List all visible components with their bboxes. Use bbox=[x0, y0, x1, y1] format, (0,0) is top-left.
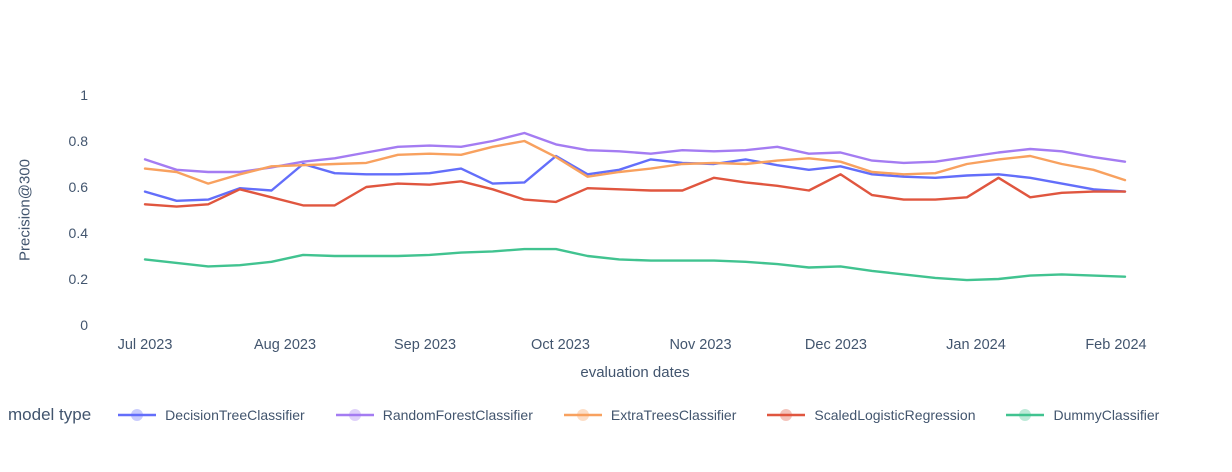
chart-svg: 0 0.2 0.4 0.6 0.8 1 Jul 2023 Aug 2023 Sep 2023 Oc… bbox=[69, 87, 1147, 353]
series-line-ExtraTreesClassifier[interactable] bbox=[143, 139, 1127, 185]
x-tick-label: Feb 2024 bbox=[1085, 337, 1146, 353]
x-tick-label: Sep 2023 bbox=[394, 337, 456, 353]
x-tick-label: Aug 2023 bbox=[254, 337, 316, 353]
x-tick-label: Dec 2023 bbox=[805, 337, 867, 353]
y-tick-label: 0.6 bbox=[69, 179, 89, 195]
legend-line-marker-icon bbox=[767, 409, 806, 421]
legend-line-marker-icon bbox=[335, 409, 374, 421]
y-axis-title: Precision@300 bbox=[16, 159, 34, 261]
legend-item-label: DecisionTreeClassifier bbox=[165, 407, 305, 423]
x-tick-label: Nov 2023 bbox=[669, 337, 731, 353]
legend-item-ExtraTreesClassifier[interactable]: ExtraTreesClassifier bbox=[563, 407, 737, 423]
x-tick-label: Oct 2023 bbox=[531, 337, 590, 353]
legend-item-label: ScaledLogisticRegression bbox=[814, 407, 976, 423]
legend-item-ScaledLogisticRegression[interactable]: ScaledLogisticRegression bbox=[766, 407, 975, 423]
x-tick-label: Jan 2024 bbox=[946, 337, 1006, 353]
y-tick-label: 1 bbox=[80, 87, 88, 103]
y-tick-label: 0.8 bbox=[69, 133, 89, 149]
series-line-ScaledLogisticRegression[interactable] bbox=[143, 173, 1127, 208]
series-line-DummyClassifier[interactable] bbox=[143, 247, 1127, 282]
legend-line-marker-icon bbox=[1006, 409, 1045, 421]
legend-item-label: DummyClassifier bbox=[1053, 407, 1160, 423]
legend-item-DecisionTreeClassifier[interactable]: DecisionTreeClassifier bbox=[117, 407, 305, 423]
legend-line-marker-icon bbox=[118, 409, 157, 421]
x-tick-label: Jul 2023 bbox=[118, 337, 173, 353]
y-tick-label: 0 bbox=[80, 317, 88, 333]
x-axis-title: evaluation dates bbox=[580, 364, 690, 381]
legend-item-label: ExtraTreesClassifier bbox=[610, 407, 737, 423]
legend-line-marker-icon bbox=[563, 409, 602, 421]
legend: model type DecisionTreeClassifier RandomF… bbox=[8, 400, 1232, 430]
legend-title: model type bbox=[8, 405, 92, 424]
y-tick-label: 0.2 bbox=[69, 271, 89, 287]
legend-item-RandomForestClassifier[interactable]: RandomForestClassifier bbox=[335, 407, 533, 423]
series-line-RandomForestClassifier[interactable] bbox=[143, 131, 1127, 174]
legend-item-DummyClassifier[interactable]: DummyClassifier bbox=[1005, 407, 1159, 423]
y-tick-label: 0.4 bbox=[69, 225, 89, 241]
legend-item-label: RandomForestClassifier bbox=[382, 407, 533, 423]
